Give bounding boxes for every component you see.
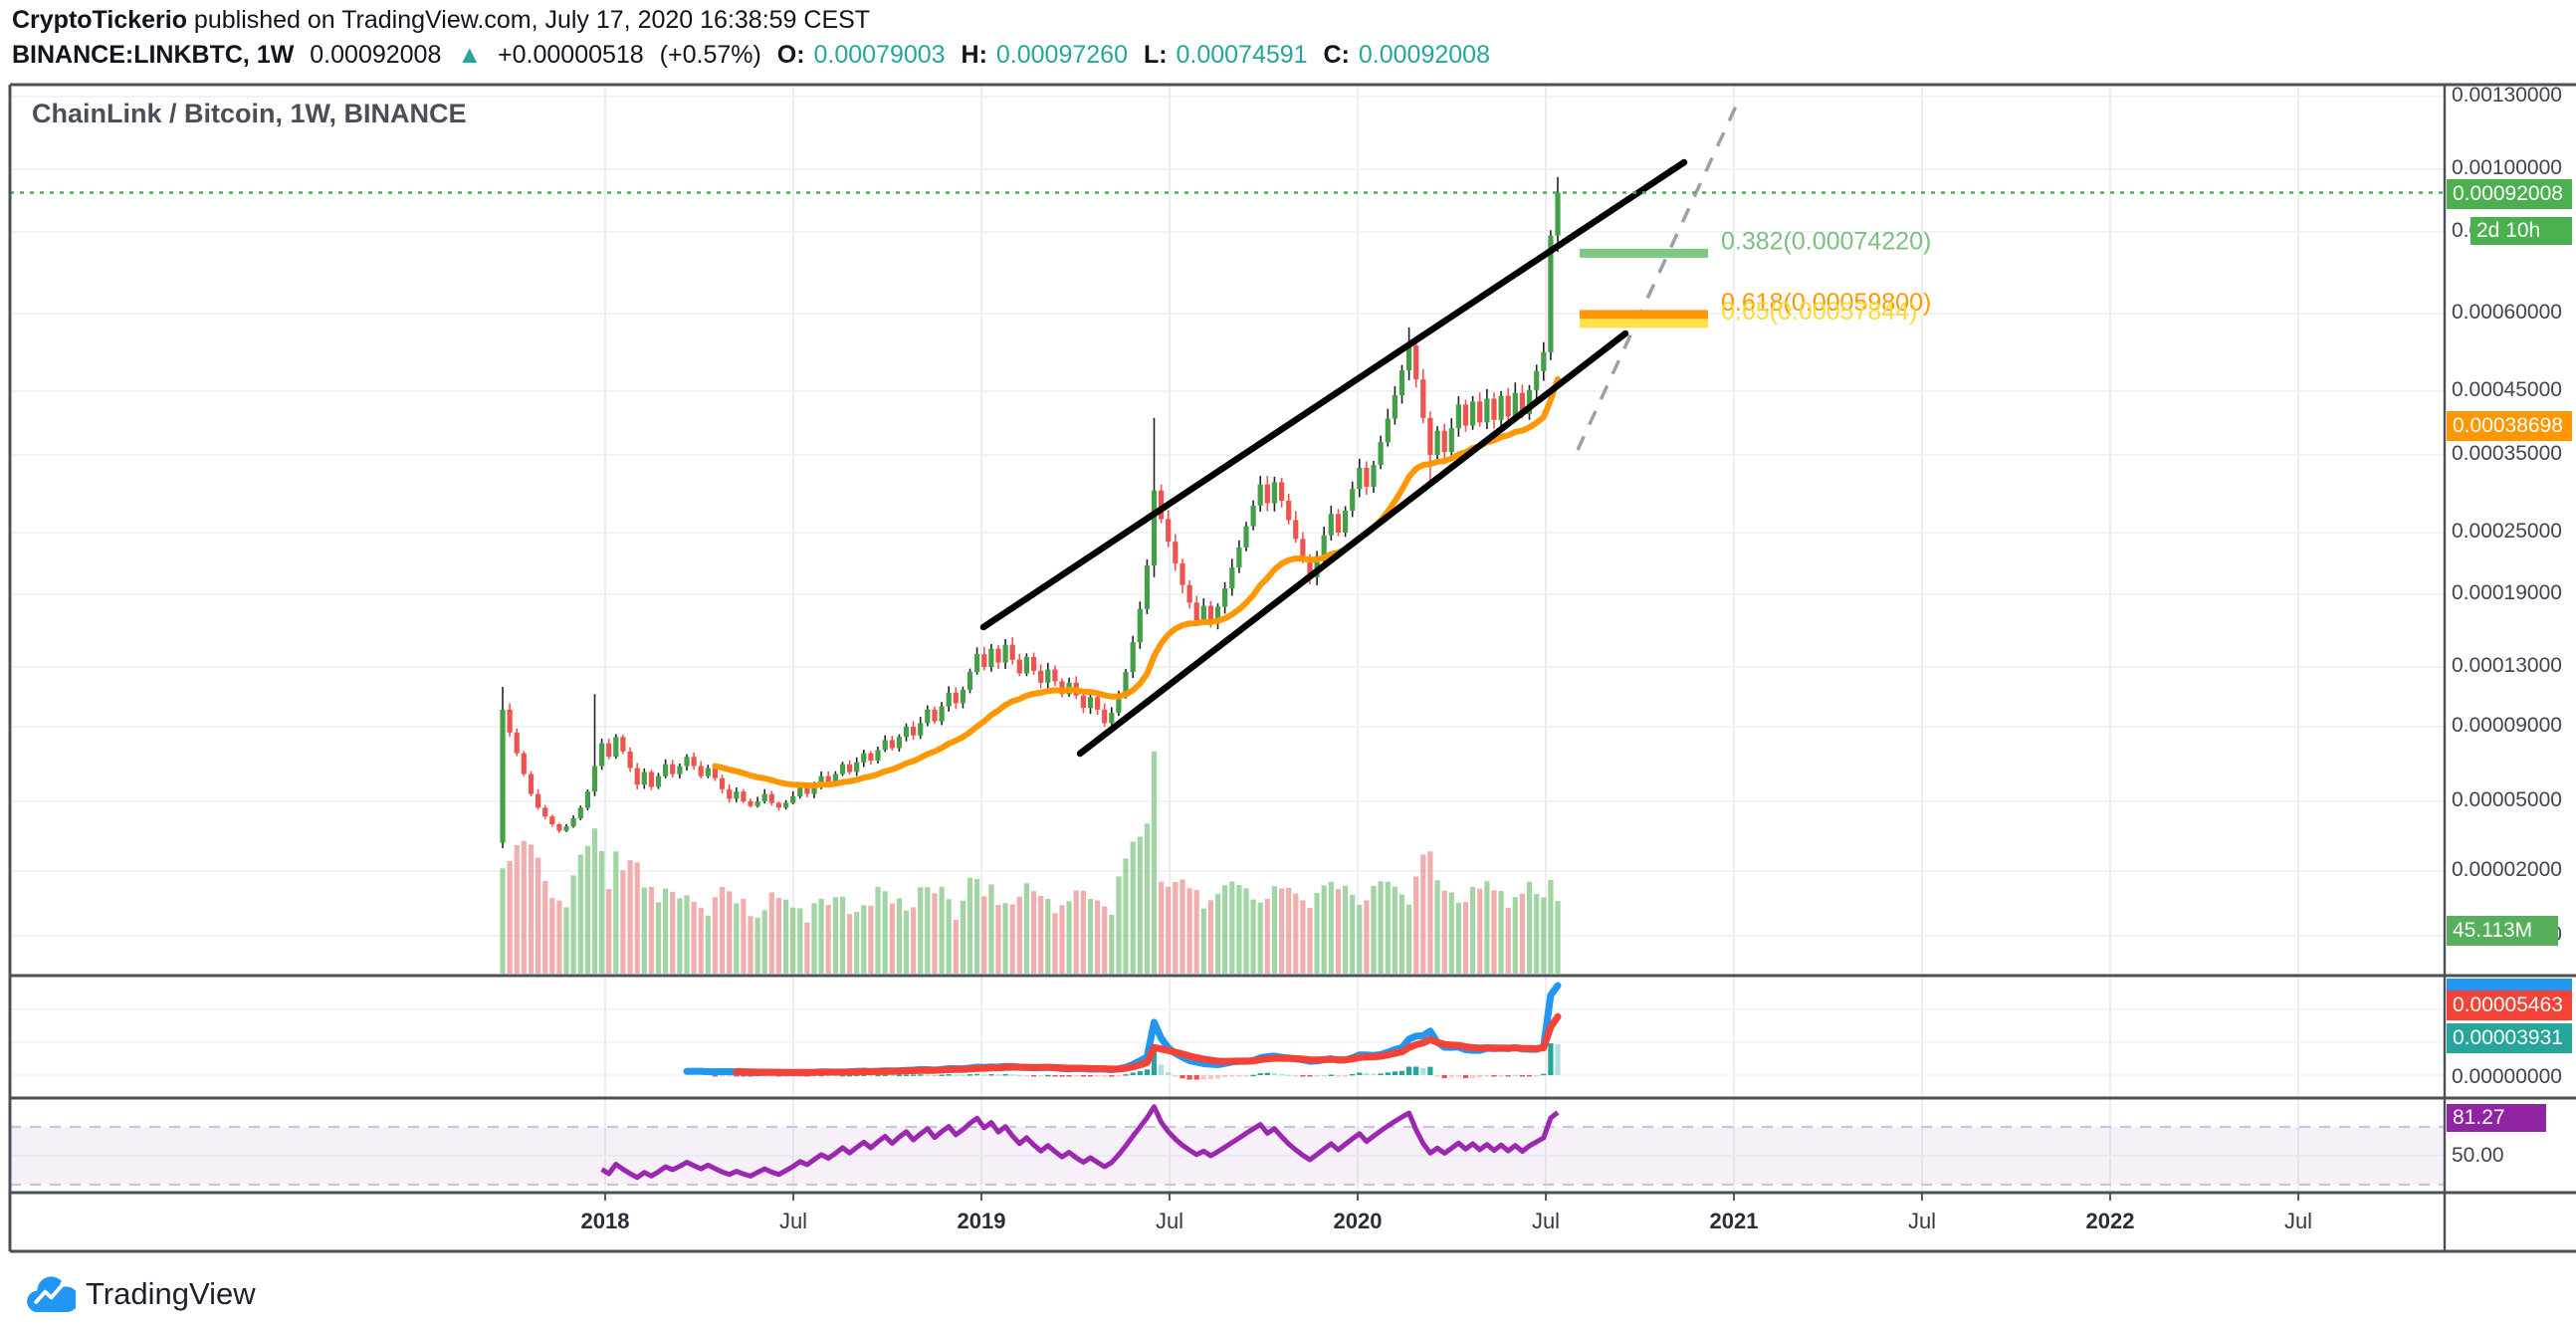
osc-hist-badge: 0.00003931 xyxy=(2447,1023,2572,1053)
rsi-line xyxy=(600,1104,1560,1181)
price-tick-label: 0.00025000 xyxy=(2452,520,2562,543)
fib-label: 0.382(0.00074220) xyxy=(1721,227,1931,255)
price-tick-label: 0.00035000 xyxy=(2452,442,2562,465)
ma-line xyxy=(712,375,1561,788)
time-label-month: Jul xyxy=(1531,1209,1561,1233)
time-label-year: 2018 xyxy=(580,1209,630,1233)
direction-arrow-icon: ▲ xyxy=(457,41,483,69)
time-label-year: 2019 xyxy=(957,1209,1006,1233)
tradingview-logo-text[interactable]: TradingView xyxy=(86,1276,256,1311)
volume-value-badge: 45.113M xyxy=(2447,916,2558,946)
time-label-month: Jul xyxy=(1155,1209,1184,1233)
time-label-month: Jul xyxy=(1907,1209,1937,1233)
rsi-value-badge: 81.27 xyxy=(2447,1104,2546,1132)
pane-borders xyxy=(8,83,2576,1253)
osc-slow-line xyxy=(733,1012,1562,1076)
price-tick-label: 0.00013000 xyxy=(2452,654,2562,677)
last-price: 0.00092008 xyxy=(310,41,442,69)
close-value: 0.00092008 xyxy=(1358,41,1490,69)
fib-label: 0.65(0.00057844) xyxy=(1721,298,1917,326)
time-label-month: Jul xyxy=(778,1209,808,1233)
osc-slow-badge: 0.00005463 xyxy=(2447,991,2572,1020)
oscillator-histogram xyxy=(712,1043,1561,1080)
open-label: O: xyxy=(776,41,805,69)
byline: CryptoTickerio published on TradingView.… xyxy=(12,6,870,35)
price-tick-label: 0.00019000 xyxy=(2452,581,2562,604)
change-pct: (+0.57%) xyxy=(659,41,761,69)
open-value: 0.00079003 xyxy=(813,41,946,69)
last-price-badge: 0.00092008 xyxy=(2447,179,2572,209)
rsi-mid-label: 50.00 xyxy=(2452,1144,2504,1167)
time-label-month: Jul xyxy=(2283,1209,2313,1233)
tradingview-logo-icon[interactable] xyxy=(26,1271,76,1317)
grid-vertical xyxy=(604,85,2299,1193)
byline-rest: published on TradingView.com, July 17, 2… xyxy=(186,6,871,34)
change-abs: +0.00000518 xyxy=(498,41,644,69)
symbol-name: BINANCE:LINKBTC, 1W xyxy=(12,41,295,69)
time-label-year: 2020 xyxy=(1333,1209,1383,1233)
channel-lower-trendline xyxy=(1076,330,1629,758)
price-tick-label: 0.00009000 xyxy=(2452,714,2562,737)
price-tick-label: 0.00130000 xyxy=(2452,84,2562,107)
fib-label: 0.618(0.00059800) xyxy=(1721,289,1931,317)
low-value: 0.00074591 xyxy=(1176,41,1308,69)
high-value: 0.00097260 xyxy=(995,41,1128,69)
footer-brand[interactable]: TradingView xyxy=(26,1270,256,1318)
price-tick-label: 0.00005000 xyxy=(2452,788,2562,811)
price-tick-label: 0.00060000 xyxy=(2452,301,2562,324)
close-label: C: xyxy=(1323,41,1350,69)
volume-bars xyxy=(500,751,1561,975)
osc-zero-label: 0.00000000 xyxy=(2452,1065,2562,1088)
fib-retracement: 0.382(0.00074220) 0.618(0.00059800)0.65(0… xyxy=(1580,227,1931,329)
high-label: H: xyxy=(961,41,987,69)
time-label-year: 2021 xyxy=(1709,1209,1759,1233)
price-tick-label: 0.00045000 xyxy=(2452,378,2562,401)
low-label: L: xyxy=(1143,41,1168,69)
time-label-year: 2022 xyxy=(2085,1209,2135,1233)
bar-countdown-badge: 2d 10h xyxy=(2470,217,2572,245)
candles xyxy=(500,176,1561,849)
byline-author: CryptoTickerio xyxy=(12,6,187,34)
chart-legend-title: ChainLink / Bitcoin, 1W, BINANCE xyxy=(32,99,467,128)
channel-upper-trendline xyxy=(979,158,1688,631)
osc-fast-line xyxy=(683,982,1562,1076)
ma-value-badge: 0.00038698 xyxy=(2447,411,2572,441)
price-tick-label: 0.00002000 xyxy=(2452,858,2562,881)
projection-dashed-line xyxy=(1576,97,1742,451)
quote-line: BINANCE:LINKBTC, 1W 0.00092008 ▲ +0.0000… xyxy=(12,41,1499,70)
price-tick-label: 0.00100000 xyxy=(2452,156,2562,179)
